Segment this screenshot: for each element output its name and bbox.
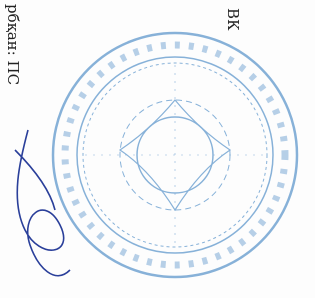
page: ВК рбқан: ПС (() => { const data = JSON.… — [0, 0, 315, 298]
scan: ВК рбқан: ПС — [0, 0, 315, 298]
paper — [0, 0, 315, 298]
side-text: рбқан: ПС — [4, 4, 22, 85]
top-text: ВК — [224, 8, 242, 31]
